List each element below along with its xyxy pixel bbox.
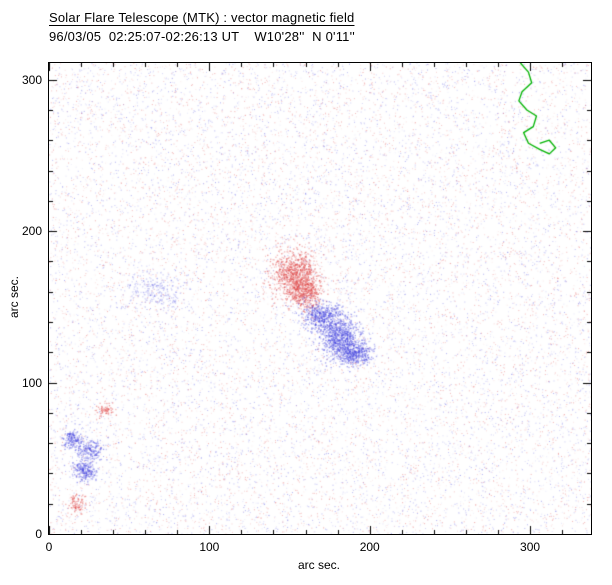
plot-area: 0 100 200 300 0 100 200 300 xyxy=(22,62,592,554)
y-tick-label: 300 xyxy=(21,72,42,87)
x-tick-label: 300 xyxy=(520,540,541,554)
magnetogram-canvas xyxy=(49,63,591,534)
x-tick-label: 200 xyxy=(359,540,380,554)
plot-subtitle: 96/03/05 02:25:07-02:26:13 UT W10'28'' N… xyxy=(49,29,355,44)
x-tick-label: 0 xyxy=(45,540,53,554)
plot-title: Solar Flare Telescope (MTK) : vector mag… xyxy=(49,10,355,25)
x-tick-label: 100 xyxy=(199,540,220,554)
y-tick-label: 100 xyxy=(21,375,42,390)
y-tick-label: 0 xyxy=(35,527,42,541)
x-axis-title: arc sec. xyxy=(297,558,341,572)
y-axis-title: arc sec. xyxy=(7,275,21,319)
y-tick-label: 200 xyxy=(21,224,42,239)
